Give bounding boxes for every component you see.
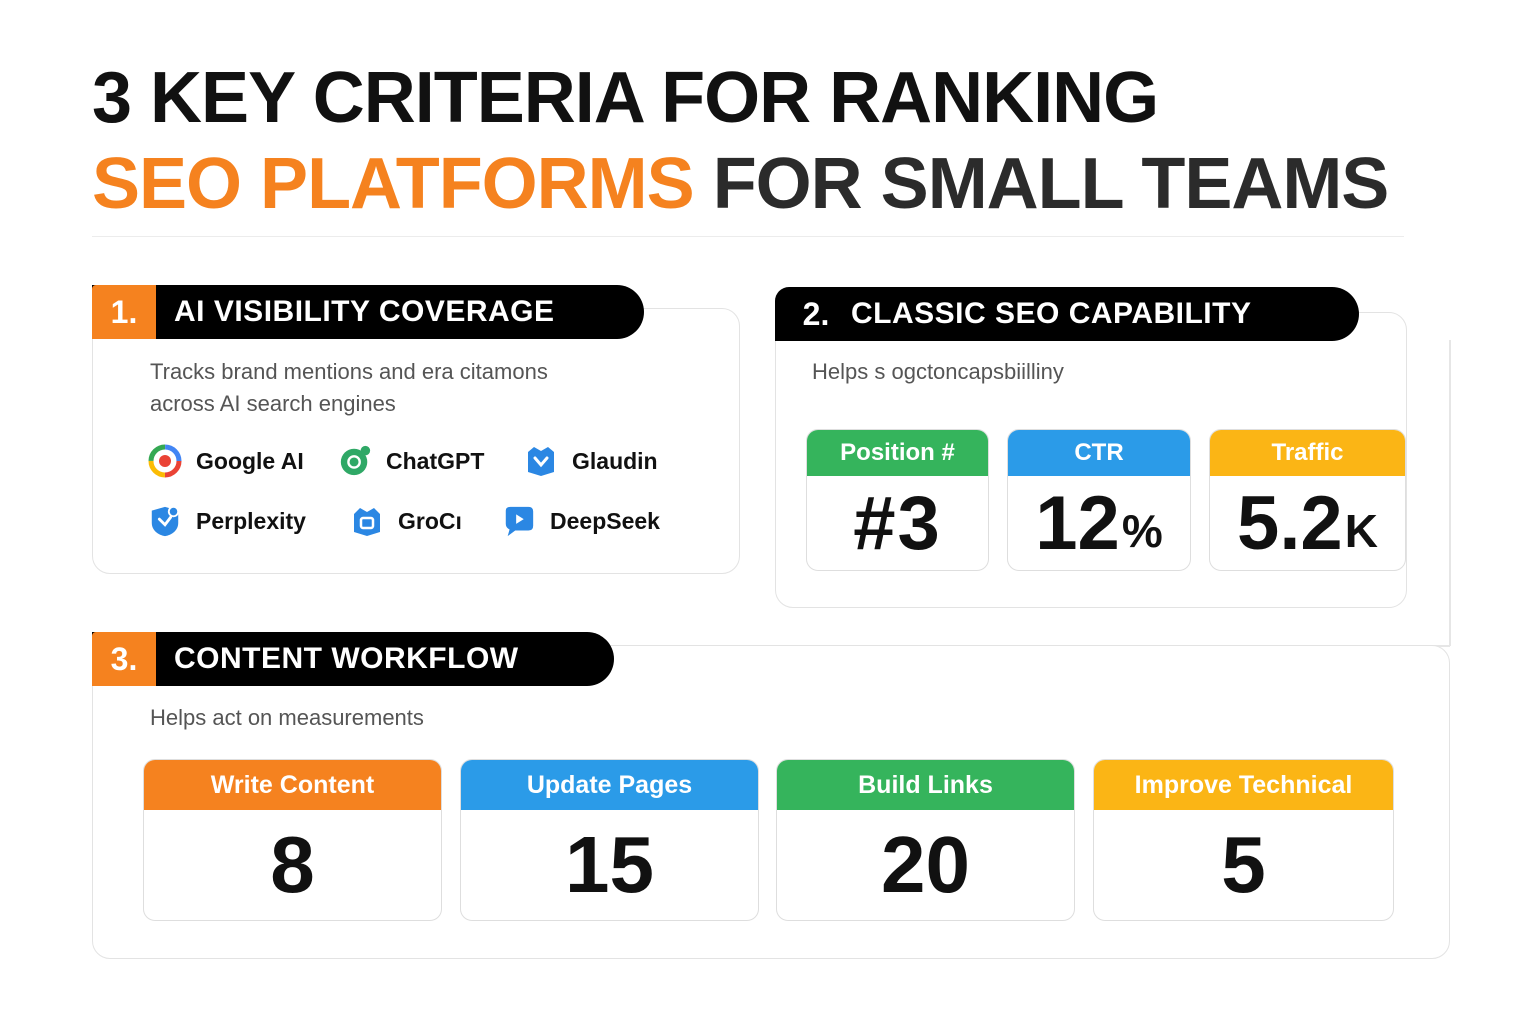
page-title-line-1: 3 KEY CRITERIA FOR RANKING (92, 58, 1159, 138)
metric-value: #3 (853, 480, 942, 566)
task-write-content: Write Content 8 (143, 759, 442, 921)
engine-name: ChatGPT (386, 447, 485, 474)
page-title-line-2: SEO PLATFORMS FOR SMALL TEAMS (92, 148, 1389, 220)
classic-seo-description: Helps s ogctoncapsbiilliny (812, 359, 1064, 384)
title-divider (92, 236, 1404, 237)
task-label: Improve Technical (1094, 760, 1393, 810)
engine-name: GroCı (398, 507, 462, 534)
metric-position: Position # #3 (806, 429, 989, 571)
metric-label: Position # (807, 430, 988, 476)
task-value: 20 (881, 820, 970, 909)
section-label: CLASSIC SEO CAPABILITY (851, 297, 1252, 330)
perplexity-icon (148, 504, 182, 538)
claude-icon (524, 444, 558, 478)
engine-name: Google AI (196, 447, 304, 474)
classic-seo-banner: 2. CLASSIC SEO CAPABILITY (775, 287, 1359, 341)
task-build-links: Build Links 20 (776, 759, 1075, 921)
metric-unit: % (1121, 505, 1163, 557)
task-value: 5 (1221, 820, 1266, 909)
task-improve-technical: Improve Technical 5 (1093, 759, 1394, 921)
outer-frame-line (1449, 340, 1451, 646)
task-label: Build Links (777, 760, 1074, 810)
task-update-pages: Update Pages 15 (460, 759, 759, 921)
google-ai-icon (148, 444, 182, 478)
title-rest: FOR SMALL TEAMS (712, 144, 1390, 224)
engine-name: Glaudin (572, 447, 658, 474)
section-number: 2. (802, 295, 830, 332)
section-number: 3. (92, 632, 156, 686)
engine-name: DeepSeek (550, 507, 660, 534)
engine-perplexity: Perplexity (148, 504, 306, 538)
section-number: 1. (92, 285, 156, 339)
metric-value: 12% (1008, 476, 1190, 570)
ai-visibility-card (92, 308, 740, 574)
metric-label: Traffic (1210, 430, 1405, 476)
task-value: 15 (565, 820, 654, 909)
engine-deepseek: DeepSeek (502, 504, 660, 538)
metric-traffic: Traffic 5.2 K (1209, 429, 1406, 571)
engine-claude: Glaudin (524, 444, 658, 478)
ai-visibility-description: Tracks brand mentions and era citamons a… (150, 359, 548, 416)
task-value: 8 (270, 820, 315, 909)
section-label: CONTENT WORKFLOW (174, 642, 519, 675)
grok-icon (350, 504, 384, 538)
task-label: Write Content (144, 760, 441, 810)
content-workflow-banner: 3. CONTENT WORKFLOW (92, 632, 614, 686)
content-workflow-description: Helps act on measurements (150, 705, 424, 730)
metric-value: 5.2 K (1210, 476, 1405, 570)
metric-unit: K (1344, 505, 1378, 557)
section-label: AI VISIBILITY COVERAGE (174, 295, 555, 328)
engine-chatgpt: ChatGPT (338, 444, 484, 478)
engine-grok: GroCı (350, 504, 462, 538)
ai-visibility-banner: 1. AI VISIBILITY COVERAGE (92, 285, 644, 339)
engine-google-ai: Google AI (148, 444, 304, 478)
title-highlight: SEO PLATFORMS (92, 144, 695, 224)
deepseek-icon (502, 504, 536, 538)
metric-ctr: CTR 12% (1007, 429, 1191, 571)
engine-name: Perplexity (196, 507, 306, 534)
task-label: Update Pages (461, 760, 758, 810)
chatgpt-icon (338, 444, 372, 478)
metric-label: CTR (1008, 430, 1190, 476)
